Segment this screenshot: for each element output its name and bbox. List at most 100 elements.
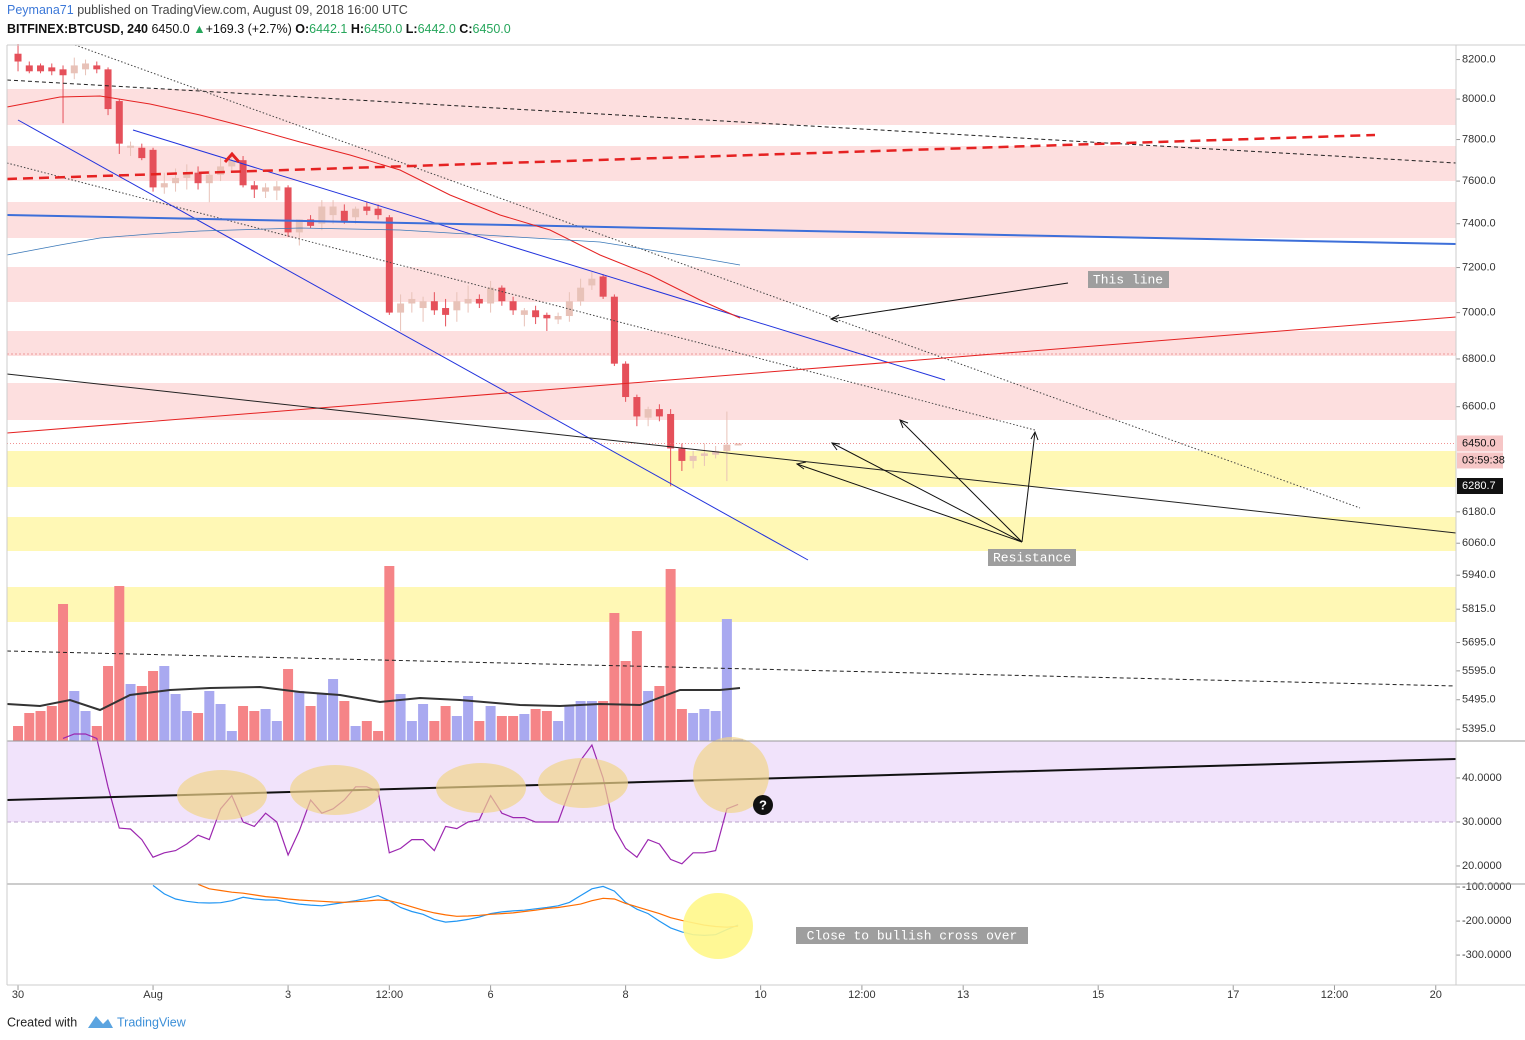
candle-body bbox=[25, 65, 33, 72]
last: 6450.0 bbox=[151, 22, 189, 36]
trendline bbox=[17, 119, 809, 561]
volume-bar bbox=[260, 709, 271, 741]
volume-bar bbox=[170, 694, 181, 741]
candle-body bbox=[183, 172, 191, 178]
arrow bbox=[1021, 431, 1036, 543]
candle-body bbox=[104, 69, 112, 110]
label: L: bbox=[406, 22, 418, 36]
x-tick-label: 20 bbox=[1430, 989, 1442, 1001]
volume-bar bbox=[440, 706, 451, 741]
y-tick-label: 7000.0 bbox=[1462, 307, 1496, 319]
candle-body bbox=[442, 308, 450, 315]
candle-body bbox=[509, 301, 517, 311]
y-tick-label: 7600.0 bbox=[1462, 175, 1496, 187]
highlights bbox=[177, 737, 769, 959]
candle-body bbox=[37, 65, 45, 72]
y-tick-label: -300.0000 bbox=[1462, 949, 1512, 961]
y-tick-label: 40.0000 bbox=[1462, 772, 1502, 784]
price-label-box bbox=[1457, 478, 1503, 495]
chevron bbox=[223, 151, 241, 163]
zone bbox=[7, 451, 1456, 487]
arrows bbox=[795, 282, 1069, 543]
candle-body bbox=[352, 208, 360, 218]
volume-bar bbox=[305, 706, 316, 741]
value: 6442.0 bbox=[418, 22, 456, 36]
y-tick-label: -100.0000 bbox=[1462, 881, 1512, 893]
highlight bbox=[177, 770, 267, 820]
price-label: 6280.7 bbox=[1462, 480, 1496, 492]
logo bbox=[88, 1016, 113, 1028]
volume-bar bbox=[204, 691, 215, 741]
author[interactable]: Peymana71 bbox=[7, 3, 74, 17]
candle-body bbox=[734, 443, 742, 446]
trendline bbox=[74, 44, 1361, 509]
indicator-line bbox=[62, 733, 739, 865]
candle-body bbox=[93, 65, 101, 70]
yellow-zones bbox=[7, 451, 1456, 622]
candle-body bbox=[59, 69, 67, 76]
volume-bar bbox=[361, 721, 372, 741]
x-tick-label: 3 bbox=[285, 989, 291, 1001]
volume-bar bbox=[519, 714, 530, 741]
volume-bar bbox=[136, 686, 147, 741]
candle-body bbox=[239, 160, 247, 186]
moving-average bbox=[6, 227, 741, 266]
candle-body bbox=[284, 187, 292, 233]
volume-bar bbox=[103, 666, 114, 741]
volume-bar bbox=[609, 613, 620, 741]
y-tick-label: 6060.0 bbox=[1462, 537, 1496, 549]
y-tick-label: 20.0000 bbox=[1462, 860, 1502, 872]
countdown: 03:59:38 bbox=[1462, 454, 1505, 466]
y-tick-label: 8000.0 bbox=[1462, 93, 1496, 105]
candle-body bbox=[70, 65, 78, 74]
countdown-box bbox=[1457, 452, 1503, 469]
y-tick-label: 5695.0 bbox=[1462, 636, 1496, 648]
highlight bbox=[683, 893, 753, 959]
x-tick-label: Aug bbox=[143, 989, 163, 1001]
volume-bar bbox=[688, 713, 699, 741]
candle-body bbox=[689, 455, 697, 461]
x-tick-label: 13 bbox=[957, 989, 969, 1001]
zone bbox=[7, 89, 1456, 125]
volume-bar bbox=[46, 706, 57, 741]
volume-bar bbox=[24, 713, 35, 741]
candle-body bbox=[205, 174, 213, 184]
value: 6442.1 bbox=[309, 22, 347, 36]
volume-bar bbox=[58, 604, 69, 741]
candle-body bbox=[723, 444, 731, 451]
footer-brand[interactable]: TradingView bbox=[117, 1015, 187, 1029]
candle-body bbox=[363, 206, 371, 211]
candle-body bbox=[644, 409, 652, 418]
candle-body bbox=[48, 67, 56, 72]
volume-bar bbox=[125, 684, 136, 741]
volume-bar bbox=[676, 709, 687, 741]
published: published on TradingView.com, August 09,… bbox=[77, 3, 408, 17]
y-tick-label: 7800.0 bbox=[1462, 133, 1496, 145]
label: H: bbox=[351, 22, 364, 36]
candle-body bbox=[374, 208, 382, 216]
indicator-line bbox=[197, 883, 739, 928]
volume-bar bbox=[114, 586, 125, 741]
annotation: Close to bullish cross over bbox=[807, 928, 1018, 943]
candle-body bbox=[419, 301, 427, 309]
candle-body bbox=[397, 303, 405, 313]
volume-bar bbox=[710, 711, 721, 741]
zone bbox=[7, 331, 1456, 356]
drawings bbox=[6, 44, 1457, 959]
highlight bbox=[290, 765, 380, 815]
volume-bar bbox=[148, 671, 159, 741]
candle-body bbox=[14, 53, 22, 62]
volume-bar bbox=[249, 711, 260, 741]
annotation-box bbox=[1088, 271, 1169, 288]
candle-body bbox=[599, 276, 607, 297]
highlight bbox=[538, 758, 628, 808]
candle-body bbox=[543, 314, 551, 319]
candle-body bbox=[408, 298, 416, 304]
y-tick-label: 6800.0 bbox=[1462, 353, 1496, 365]
symbol: BITFINEX:BTCUSD, 240 bbox=[7, 22, 148, 36]
volume-bar bbox=[474, 721, 485, 741]
candle-body bbox=[678, 448, 686, 461]
volume-bar bbox=[215, 704, 226, 741]
volume-bar bbox=[451, 716, 462, 741]
header-line: Peymana71 published on TradingView.com, … bbox=[7, 3, 408, 17]
